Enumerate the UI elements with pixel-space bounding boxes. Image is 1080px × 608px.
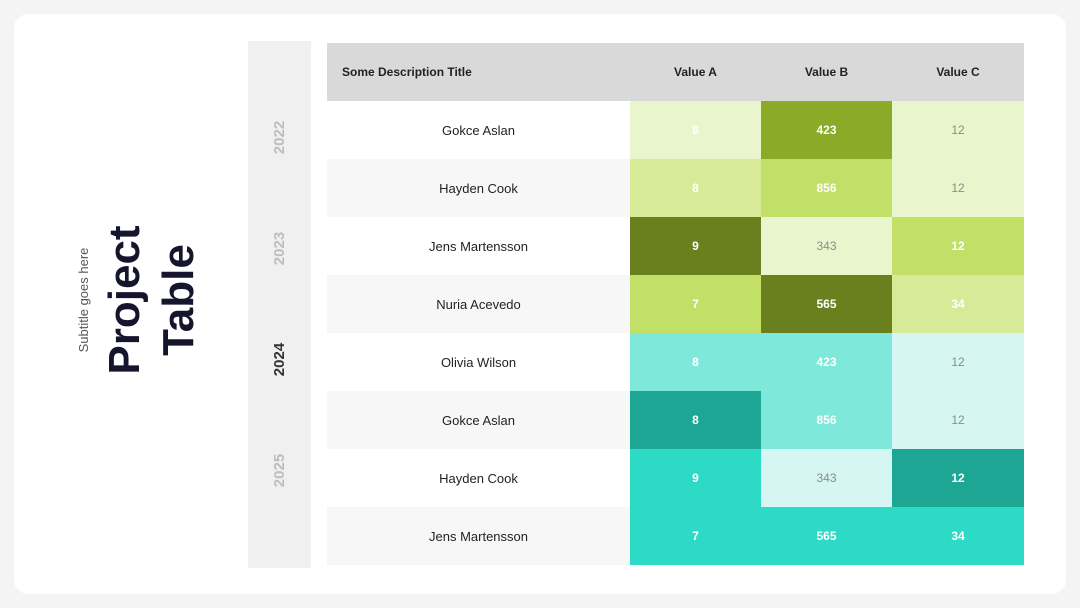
- row-name-cell: Jens Martensson: [327, 217, 630, 275]
- value-a-cell: 7: [630, 507, 761, 565]
- row-name-cell: Olivia Wilson: [327, 333, 630, 391]
- value-b-cell: 423: [761, 333, 892, 391]
- row-name-cell: Gokce Aslan: [327, 101, 630, 159]
- table-row: Gokce Aslan 8 423 12: [327, 101, 1024, 159]
- value-a-cell: 8: [630, 101, 761, 159]
- value-c-cell: 12: [892, 333, 1024, 391]
- column-header-value-a: Value A: [630, 43, 761, 101]
- value-c-cell: 12: [892, 217, 1024, 275]
- value-b-cell: 565: [761, 275, 892, 333]
- value-c-cell: 12: [892, 159, 1024, 217]
- title-line-2: Table: [154, 244, 203, 356]
- year-label-2022: 2022: [271, 120, 288, 154]
- row-name-cell: Hayden Cook: [327, 159, 630, 217]
- row-name-cell: Nuria Acevedo: [327, 275, 630, 333]
- table-row: Jens Martensson 7 565 34: [327, 507, 1024, 565]
- year-label-2025: 2025: [271, 453, 288, 487]
- value-c-cell: 12: [892, 449, 1024, 507]
- column-header-description: Some Description Title: [327, 43, 630, 101]
- column-header-value-c: Value C: [892, 43, 1024, 101]
- value-b-cell: 565: [761, 507, 892, 565]
- title-block: Subtitle goes here Project Table: [60, 200, 220, 400]
- value-c-cell: 34: [892, 507, 1024, 565]
- year-label-2023: 2023: [271, 231, 288, 265]
- value-b-cell: 423: [761, 101, 892, 159]
- value-a-cell: 8: [630, 391, 761, 449]
- table-row: Olivia Wilson 8 423 12: [327, 333, 1024, 391]
- project-table: Some Description Title Value A Value B V…: [327, 43, 1024, 565]
- value-c-cell: 12: [892, 101, 1024, 159]
- value-b-cell: 856: [761, 391, 892, 449]
- value-a-cell: 7: [630, 275, 761, 333]
- value-b-cell: 343: [761, 449, 892, 507]
- table-row: Nuria Acevedo 7 565 34: [327, 275, 1024, 333]
- value-c-cell: 12: [892, 391, 1024, 449]
- subtitle: Subtitle goes here: [76, 247, 91, 353]
- row-name-cell: Gokce Aslan: [327, 391, 630, 449]
- table-row: Hayden Cook 8 856 12: [327, 159, 1024, 217]
- table-header-row: Some Description Title Value A Value B V…: [327, 43, 1024, 101]
- year-strip: 2022 2023 2024 2025: [248, 41, 311, 568]
- value-a-cell: 8: [630, 333, 761, 391]
- table-row: Gokce Aslan 8 856 12: [327, 391, 1024, 449]
- table-row: Jens Martensson 9 343 12: [327, 217, 1024, 275]
- column-header-value-b: Value B: [761, 43, 892, 101]
- year-label-2024: 2024: [271, 342, 288, 376]
- table-row: Hayden Cook 9 343 12: [327, 449, 1024, 507]
- row-name-cell: Hayden Cook: [327, 449, 630, 507]
- value-b-cell: 343: [761, 217, 892, 275]
- value-a-cell: 9: [630, 449, 761, 507]
- value-b-cell: 856: [761, 159, 892, 217]
- title-line-1: Project: [100, 225, 149, 375]
- page-title: Project Table: [98, 225, 206, 374]
- value-a-cell: 9: [630, 217, 761, 275]
- value-c-cell: 34: [892, 275, 1024, 333]
- value-a-cell: 8: [630, 159, 761, 217]
- row-name-cell: Jens Martensson: [327, 507, 630, 565]
